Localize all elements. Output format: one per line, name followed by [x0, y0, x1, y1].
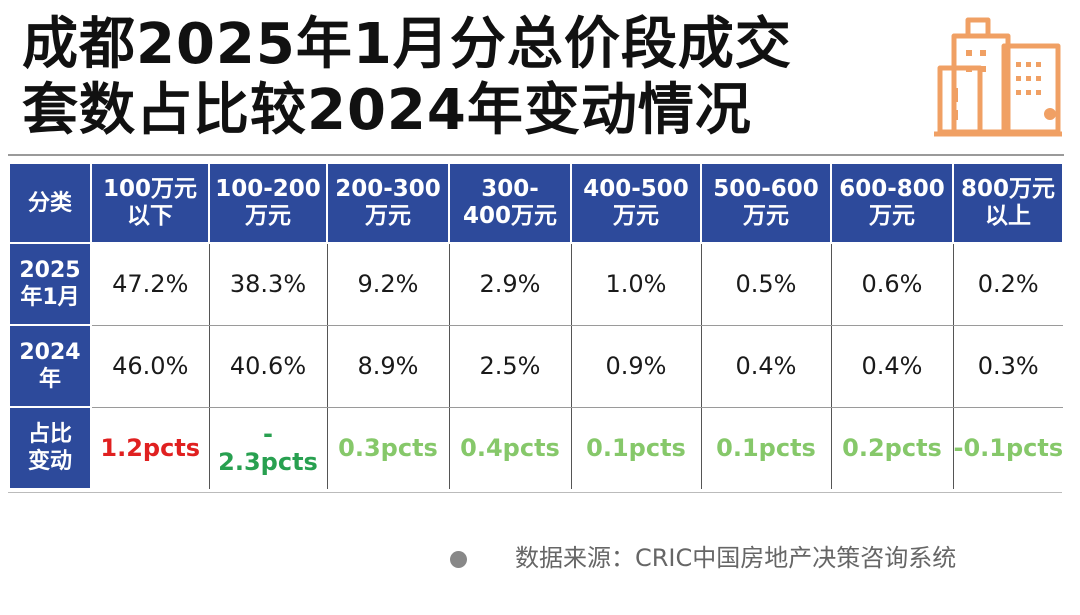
data-table: 分类 100万元 以下 100-200 万元 200-300 万元 300- 400万元… [8, 162, 1064, 490]
table-cell: 0.9% [570, 325, 701, 408]
table-row-change: 占比 变动 1.2pcts -2.3pcts 0.3pcts 0.4pcts 0.… [8, 406, 1063, 490]
row-header-2025-jan: 2025 年1月 [8, 242, 92, 326]
table-cell: 2.9% [448, 243, 571, 326]
column-header: 400-500 万元 [570, 162, 702, 244]
page-title: 成都2025年1月分总价段成交 套数占比较2024年变动情况 [22, 12, 902, 144]
table-row: 2024 年 46.0% 40.6% 8.9% 2.5% 0.9% 0.4% 0.… [8, 324, 1063, 408]
header-row: 分类 100万元 以下 100-200 万元 200-300 万元 300- 400万元… [8, 162, 1064, 244]
column-header: 300- 400万元 [448, 162, 572, 244]
change-cell: -2.3pcts [208, 407, 327, 489]
title-line-1: 成都2025年1月分总价段成交 [22, 12, 792, 77]
column-header: 600-800 万元 [830, 162, 954, 244]
bullet-icon [450, 550, 467, 568]
table-row: 2025 年1月 47.2% 38.3% 9.2% 2.9% 1.0% 0.5% … [8, 242, 1063, 326]
column-header: 100万元 以下 [90, 162, 210, 244]
header-category-label: 分类 [8, 162, 92, 244]
change-cell: 0.2pcts [830, 407, 953, 489]
change-cell: 0.1pcts [570, 407, 701, 489]
column-header: 500-600 万元 [700, 162, 832, 244]
title-divider [8, 154, 1064, 156]
table-cell: 38.3% [208, 243, 327, 326]
table-cell: 2.5% [448, 325, 571, 408]
column-header: 200-300 万元 [326, 162, 450, 244]
table-cell: 40.6% [208, 325, 327, 408]
row-header-change: 占比 变动 [8, 406, 92, 490]
column-header: 100-200 万元 [208, 162, 328, 244]
change-cell: 0.1pcts [700, 407, 831, 489]
table-cell: 0.6% [830, 243, 953, 326]
table-cell: 0.3% [952, 325, 1063, 408]
table-cell: 0.4% [830, 325, 953, 408]
table-cell: 46.0% [91, 325, 209, 408]
table-cell: 0.2% [952, 243, 1063, 326]
city-buildings-icon [934, 17, 1062, 137]
table-cell: 0.4% [700, 325, 831, 408]
change-cell: 0.3pcts [326, 407, 449, 489]
change-cell: -0.1pcts [952, 407, 1063, 489]
source-note: 数据来源：CRIC中国房地产决策咨询系统 [450, 538, 1070, 578]
table-cell: 47.2% [91, 243, 209, 326]
table-cell: 9.2% [326, 243, 449, 326]
table-bottom-divider [8, 492, 1062, 493]
column-header: 800万元 以上 [952, 162, 1064, 244]
title-line-2: 套数占比较2024年变动情况 [22, 78, 752, 143]
change-cell: 0.4pcts [448, 407, 571, 489]
change-cell: 1.2pcts [91, 407, 209, 489]
source-text: 数据来源：CRIC中国房地产决策咨询系统 [515, 544, 957, 572]
table-cell: 1.0% [570, 243, 701, 326]
table-cell: 8.9% [326, 325, 449, 408]
row-header-2024: 2024 年 [8, 324, 92, 408]
table-cell: 0.5% [700, 243, 831, 326]
